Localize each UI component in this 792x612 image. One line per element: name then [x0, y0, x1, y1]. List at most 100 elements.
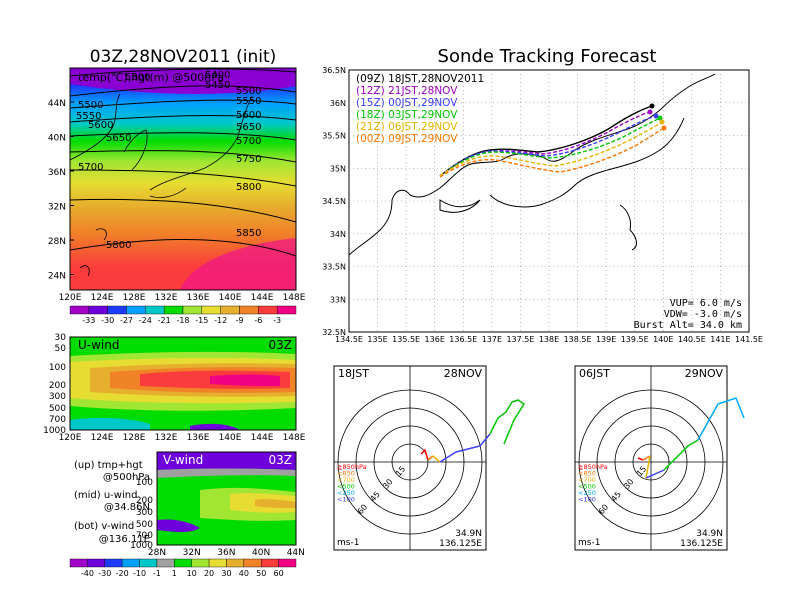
polar-date: 28NOV: [444, 367, 483, 380]
temp-colorbar: -33 -30 -27 -24 -21 -18 -15 -12 -9 -6 -3: [69, 305, 297, 325]
wind-colorbar-swatch: [191, 558, 210, 568]
warm-region: [180, 238, 296, 290]
wind-colorbar-label: -1: [153, 569, 161, 578]
contour-label: 5600: [236, 110, 261, 121]
polar-level-legend: <250: [337, 489, 355, 497]
temp-colorbar-label: -15: [195, 316, 208, 325]
track-end-point: [659, 119, 665, 125]
vwind-lat-label: 40N: [252, 548, 270, 558]
track-legend-entry: (21Z) 06JST,29NOV: [356, 121, 458, 133]
contour-label: 5700: [78, 162, 103, 173]
map-lat-label: 44N: [48, 99, 66, 109]
note-bot-1: (bot) v-wind: [74, 521, 134, 532]
contour-label: 5400: [205, 70, 230, 81]
temp-colorbar-swatch: [201, 305, 221, 315]
track-lat-label: 35N: [330, 164, 346, 173]
track-lat-label: 33.5N: [322, 263, 346, 272]
map-lon-labels: 120E 124E 128E 132E 136E 140E 144E 148E: [59, 293, 306, 303]
polar-level-legend: <500: [578, 483, 596, 491]
track-legend: (09Z) 18JST,28NOV2011(12Z) 21JST,28NOV(1…: [356, 73, 484, 145]
hodograph-segment: [697, 397, 745, 441]
hodograph-segment: [427, 455, 434, 461]
track-end-point: [649, 103, 655, 109]
polar-level-legend: <850: [337, 470, 355, 478]
note-mid-2: @34.86N: [104, 502, 150, 513]
wind-colorbar-swatch: [156, 558, 175, 568]
note-mid-1: (mid) u-wind: [74, 490, 137, 501]
track-lat-label: 34N: [330, 230, 346, 239]
uwind-level-label: 300: [49, 392, 66, 402]
temp-colorbar-swatch: [276, 305, 297, 315]
track-lon-label: 137.5E: [506, 335, 534, 344]
map-lat-label: 24N: [48, 272, 66, 282]
contour-labels: 5300 540054505500550055505550560056005650…: [76, 70, 261, 251]
wind-colorbar-swatch: [87, 558, 105, 568]
vwind-level-label: 700: [136, 531, 153, 541]
track-lon-label: 136E: [425, 335, 445, 344]
wind-colorbar-label: 60: [274, 569, 284, 578]
polar-level-legend: <700: [578, 476, 596, 484]
polar-level-legend: ≧850hPa: [578, 463, 608, 471]
height-contours: [70, 68, 296, 257]
track-lon-label: 134.5E: [335, 335, 363, 344]
contour-label: 5800: [106, 240, 131, 251]
uwind-lon-label: 124E: [91, 433, 114, 443]
track-legend-entry: (09Z) 18JST,28NOV2011: [356, 73, 484, 85]
map-lat-label: 36N: [48, 168, 66, 178]
track-lon-label: 140E: [653, 335, 673, 344]
polar-lon: 136.125E: [680, 539, 723, 549]
polar-level-legend: <700: [337, 476, 355, 484]
wind-colorbar-swatch: [226, 558, 245, 568]
track-lon-label: 135E: [367, 335, 387, 344]
contour-label: 5650: [236, 122, 261, 133]
uwind-lon-label: 132E: [155, 433, 178, 443]
uwind-lon-label: 120E: [59, 433, 82, 443]
uwind-title: U-wind: [78, 338, 119, 352]
track-lon-label: 136.5E: [449, 335, 477, 344]
uwind-lon-labels: 120E 124E 128E 132E 136E 140E 144E 148E: [59, 433, 306, 443]
track-lon-labels: 134.5E 135E 135.5E 136E 136.5E 137E 137.5E 138E…: [335, 335, 763, 344]
note-bot-2: @136.11E: [99, 534, 150, 545]
vwind-lat-label: 44N: [287, 548, 305, 558]
right-title: Sonde Tracking Forecast: [438, 46, 657, 67]
temp-height-map: temp(℃),hgt(m) @500hPa 5300 5400545055005…: [48, 67, 306, 303]
sonde-tracks: [439, 103, 667, 178]
wind-colorbar-label: 30: [221, 569, 231, 578]
temp-colorbar-label: -18: [176, 316, 189, 325]
note-up-1: (up) tmp+hgt: [74, 460, 143, 471]
param-vdw: VDW= -3.0 m/s: [664, 309, 742, 320]
polar-level-legend: <250: [578, 489, 596, 497]
map-lon-label: 144E: [251, 293, 274, 303]
polar-lat: 34.9N: [696, 529, 723, 539]
temp-colorbar-swatch: [88, 305, 108, 315]
track-lat-label: 36.5N: [322, 66, 346, 75]
uwind-level-label: 700: [49, 415, 66, 425]
wind-colorbar-label: 20: [204, 569, 214, 578]
temp-colorbar-label: -6: [254, 316, 262, 325]
wind-colorbar-swatch: [278, 558, 297, 568]
wind-colorbar-label: -40: [81, 569, 94, 578]
temp-colorbar-label: -30: [101, 316, 114, 325]
track-legend-entry: (12Z) 21JST,28NOV: [356, 85, 458, 97]
track-lon-label: 138E: [539, 335, 559, 344]
uwind-level-label: 100: [49, 363, 66, 373]
polar-lat: 34.9N: [455, 529, 482, 539]
uwind-level-label: 200: [49, 381, 66, 391]
track-lon-label: 138.5E: [564, 335, 592, 344]
map-lon-label: 136E: [187, 293, 210, 303]
uwind-lon-label: 128E: [123, 433, 146, 443]
hodograph-segment: [663, 439, 699, 471]
temp-colorbar-label: -3: [273, 316, 281, 325]
hodograph-segment: [439, 451, 457, 463]
map-lat-label: 40N: [48, 134, 66, 144]
track-lat-label: 34.5N: [322, 197, 346, 206]
uwind-lon-label: 144E: [251, 433, 274, 443]
vwind-level-label: 500: [136, 520, 153, 530]
temp-colorbar-label: -9: [236, 316, 244, 325]
track-lat-label: 36N: [330, 99, 346, 108]
polar-level-legend: <500: [337, 483, 355, 491]
hodograph-segment: [455, 433, 491, 453]
track-map: 36.5N 36N 35.5N 35N 34.5N 34N 33.5N 33N 32.5N 13…: [322, 66, 763, 344]
